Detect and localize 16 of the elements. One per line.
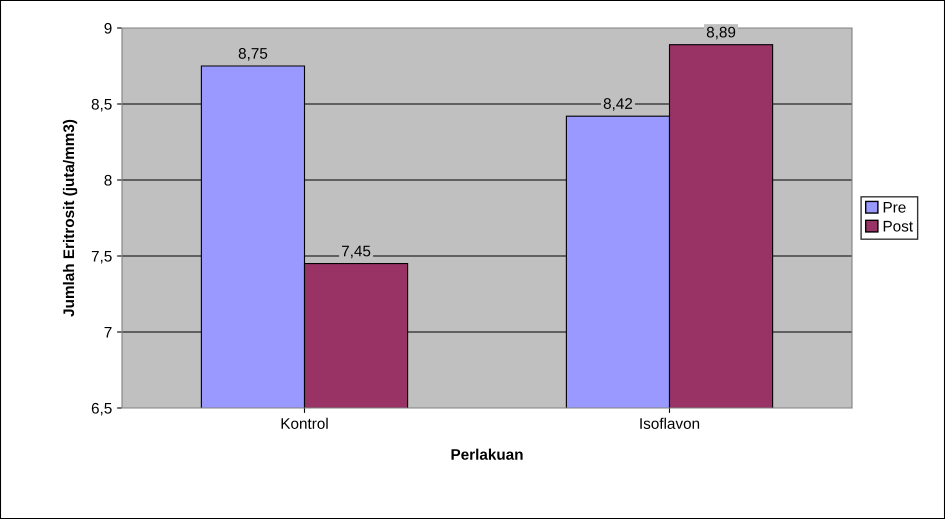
- legend-label: Pre: [884, 202, 906, 213]
- y-tick-label: 7: [104, 327, 112, 338]
- data-label: 8,75: [238, 48, 268, 61]
- x-axis-title: Perlakuan: [452, 448, 523, 460]
- y-tick-label: 6,5: [92, 402, 112, 416]
- x-tick-label: Kontrol: [282, 418, 328, 429]
- x-tick-label: Isoflavon: [640, 418, 700, 429]
- legend-label: Post: [884, 220, 913, 232]
- y-tick-label: 9: [104, 22, 112, 34]
- data-label: 8,89: [706, 26, 736, 40]
- data-label: 8,42: [604, 98, 632, 111]
- y-tick-label: 7,5: [92, 251, 112, 264]
- data-label: 7,45: [342, 246, 370, 258]
- y-tick-label: 8,5: [92, 98, 112, 112]
- y-tick-label: 8: [104, 174, 112, 186]
- y-axis-title: Jumlah Eritrosit (juta/mm3): [62, 120, 78, 317]
